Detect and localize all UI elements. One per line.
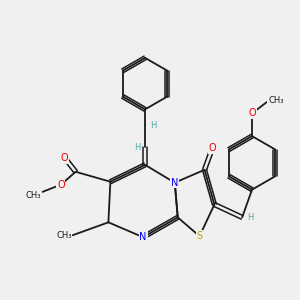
Text: CH₃: CH₃ <box>268 96 283 105</box>
Text: S: S <box>196 231 202 241</box>
Text: N: N <box>171 178 178 188</box>
Text: N: N <box>140 232 147 242</box>
Text: O: O <box>248 108 256 118</box>
Text: O: O <box>208 143 216 153</box>
Text: H: H <box>247 213 253 222</box>
Text: H: H <box>150 121 156 130</box>
Text: CH₃: CH₃ <box>25 191 41 200</box>
Text: O: O <box>57 180 64 190</box>
Text: O: O <box>61 153 69 163</box>
Text: H: H <box>134 142 140 152</box>
Text: CH₃: CH₃ <box>56 231 72 240</box>
